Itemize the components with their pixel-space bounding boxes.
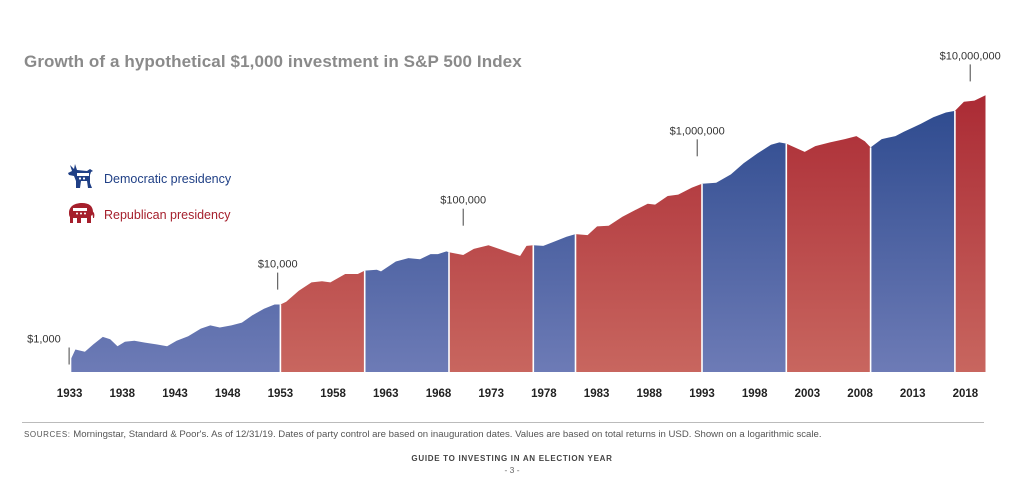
elephant-icon — [66, 200, 96, 229]
period-democratic-8 — [870, 95, 955, 372]
series-area — [71, 95, 986, 372]
x-tick-label: 2013 — [900, 388, 926, 400]
growth-chart: $1,000 $10,000 $100,000 $1,000,000 $10,000,0… — [27, 50, 1001, 400]
period-democratic-0 — [71, 95, 281, 372]
x-tick-label: 1943 — [162, 388, 188, 400]
page-number: - 3 - — [504, 465, 520, 475]
x-tick-label: 1983 — [584, 388, 610, 400]
guide-label: GUIDE TO INVESTING IN AN ELECTION YEAR — [411, 454, 613, 463]
x-tick-label: 1988 — [637, 388, 663, 400]
period-republican-9 — [954, 95, 986, 372]
period-democratic-4 — [533, 95, 576, 372]
x-tick-label: 1958 — [320, 388, 346, 400]
x-tick-label: 1993 — [689, 388, 715, 400]
period-democratic-6 — [702, 95, 787, 372]
period-republican-7 — [786, 95, 871, 372]
period-democratic-2 — [364, 95, 449, 372]
period-republican-1 — [280, 95, 365, 372]
sources-lead: SOURCES: — [24, 430, 71, 439]
x-tick-label: 1978 — [531, 388, 557, 400]
x-tick-label: 1968 — [426, 388, 452, 400]
annotation-label: $100,000 — [440, 195, 486, 207]
x-tick-label: 1948 — [215, 388, 241, 400]
footer-divider — [22, 422, 984, 423]
x-tick-label: 1933 — [57, 388, 83, 400]
sources-text: Morningstar, Standard & Poor's. As of 12… — [73, 429, 822, 440]
legend-label-democratic: Democratic presidency — [104, 171, 232, 186]
x-tick-label: 1953 — [268, 388, 294, 400]
sources-note: SOURCES: Morningstar, Standard & Poor's.… — [24, 429, 822, 440]
annotation-label: $1,000,000 — [670, 125, 725, 137]
legend-item-republican: Republican presidency — [66, 200, 230, 229]
legend-item-democratic: Democratic presidency — [66, 163, 231, 194]
x-tick-label: 2008 — [847, 388, 873, 400]
chart-title: Growth of a hypothetical $1,000 investme… — [24, 52, 522, 71]
x-tick-label: 1938 — [110, 388, 136, 400]
donkey-icon — [66, 163, 96, 194]
annotation-label: $10,000,000 — [940, 50, 1001, 62]
x-tick-label: 1973 — [478, 388, 504, 400]
period-dividers — [279, 110, 956, 372]
annotation-label: $10,000 — [258, 259, 298, 271]
x-tick-label: 1963 — [373, 388, 399, 400]
legend-label-republican: Republican presidency — [104, 207, 231, 222]
x-tick-label: 1998 — [742, 388, 768, 400]
x-tick-label: 2018 — [953, 388, 979, 400]
x-tick-label: 2003 — [795, 388, 821, 400]
annotation-label: $1,000 — [27, 334, 61, 346]
period-republican-5 — [575, 95, 702, 372]
x-axis: 1933 1938 1943 1948 1953 1958 1963 1968 1973 1978… — [57, 388, 979, 400]
value-annotations: $1,000 $10,000 $100,000 $1,000,000 $10,000,0… — [27, 50, 1001, 365]
